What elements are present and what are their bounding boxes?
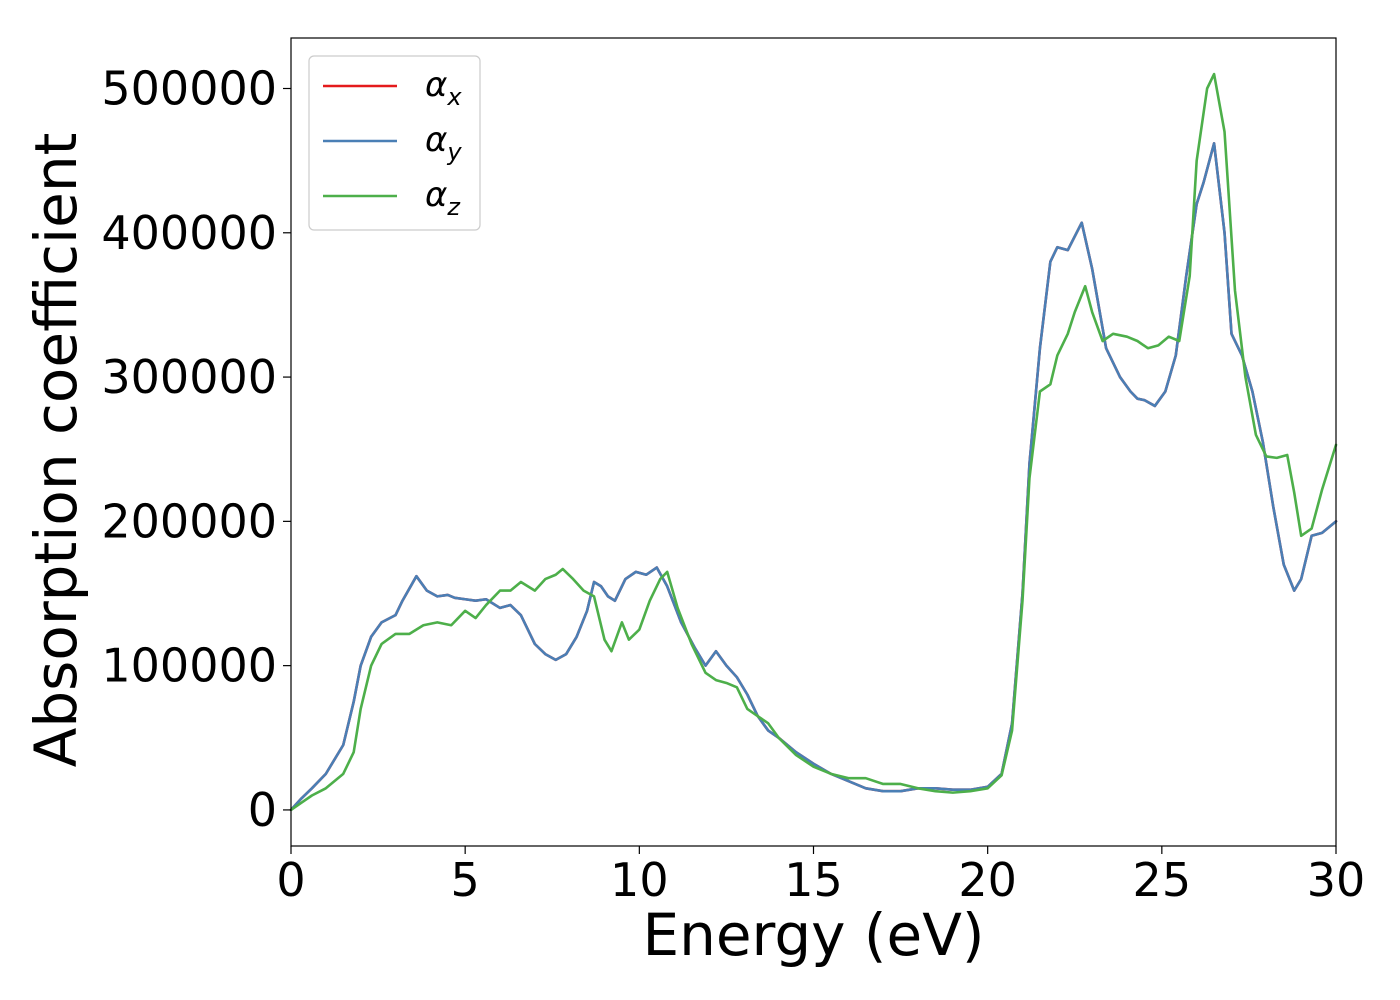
- y-axis-label: Absorption coefficient: [22, 133, 90, 768]
- series-line-z: [289, 72, 1338, 812]
- x-axis-ticks: 0 5 10 15 20 25 30: [276, 846, 1365, 907]
- x-tick-label: 0: [276, 853, 305, 907]
- legend-label-z: αz: [425, 175, 461, 221]
- y-tick-label: 0: [248, 783, 277, 837]
- x-tick-label: 30: [1307, 853, 1366, 907]
- y-tick-label: 500000: [101, 62, 277, 116]
- y-tick-label: 200000: [101, 494, 277, 548]
- x-tick-label: 25: [1133, 853, 1192, 907]
- y-axis-ticks: 0 100000 200000 300000 400000 500000: [101, 62, 291, 837]
- legend-label-y: αy: [425, 120, 462, 166]
- x-tick-label: 5: [451, 853, 480, 907]
- y-tick-label: 400000: [101, 206, 277, 260]
- x-axis-label: Energy (eV): [642, 901, 984, 969]
- x-tick-label: 10: [610, 853, 669, 907]
- y-tick-label: 300000: [101, 350, 277, 404]
- x-tick-label: 15: [784, 853, 843, 907]
- series-layer: [289, 72, 1338, 812]
- legend: αx αy αz: [308, 55, 481, 231]
- x-tick-label: 20: [958, 853, 1017, 907]
- y-tick-label: 100000: [101, 639, 277, 693]
- legend-box: [308, 55, 481, 231]
- legend-label-x: αx: [425, 65, 462, 111]
